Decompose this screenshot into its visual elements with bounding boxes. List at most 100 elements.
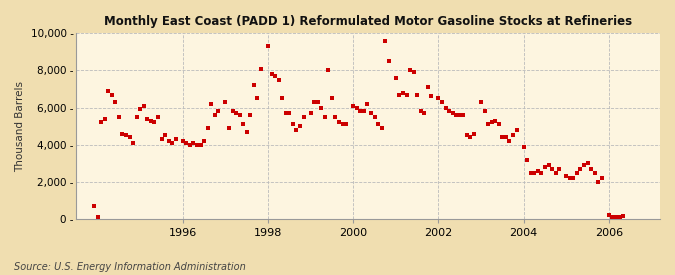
Point (497, 135, 508, 139)
Point (256, 66, 267, 71)
Point (99, 117, 110, 121)
Point (142, 117, 153, 121)
Point (468, 131, 479, 136)
Point (163, 139, 174, 143)
Point (192, 142, 202, 147)
Point (156, 137, 167, 141)
Point (596, 176, 607, 180)
Point (451, 113, 462, 117)
Point (333, 120, 344, 125)
Point (132, 115, 142, 119)
Point (149, 120, 160, 125)
Point (554, 167, 564, 171)
Point (611, 215, 622, 219)
Point (603, 213, 614, 218)
Point (529, 170, 540, 175)
Point (92, 215, 103, 219)
Point (454, 113, 465, 117)
Point (223, 126, 234, 130)
Point (88, 204, 99, 208)
Point (426, 94, 437, 99)
Point (313, 100, 323, 104)
Point (298, 115, 309, 119)
Point (448, 111, 458, 115)
Point (525, 170, 536, 175)
Point (394, 92, 405, 97)
Point (270, 74, 281, 78)
Point (572, 170, 583, 175)
Point (330, 115, 341, 119)
Point (138, 103, 149, 108)
Point (198, 139, 209, 143)
Point (294, 124, 305, 128)
Point (206, 102, 217, 106)
Point (376, 126, 387, 130)
Point (401, 92, 412, 97)
Point (266, 72, 277, 76)
Point (550, 170, 561, 175)
Point (181, 141, 192, 145)
Point (440, 105, 451, 110)
Point (614, 215, 625, 219)
Point (170, 137, 181, 141)
Point (586, 167, 597, 171)
Point (202, 126, 213, 130)
Point (462, 133, 472, 138)
Point (458, 113, 468, 117)
Point (323, 68, 334, 73)
Point (308, 100, 319, 104)
Point (362, 102, 373, 106)
Point (518, 144, 529, 149)
Point (522, 157, 533, 162)
Point (383, 59, 394, 63)
Point (358, 109, 369, 114)
Point (437, 100, 448, 104)
Point (390, 76, 401, 80)
Point (227, 109, 238, 114)
Point (366, 111, 377, 115)
Point (479, 109, 490, 114)
Point (188, 141, 199, 145)
Point (578, 163, 589, 167)
Point (124, 135, 135, 139)
Point (178, 139, 188, 143)
Point (369, 115, 380, 119)
Point (96, 120, 107, 125)
Point (338, 122, 348, 127)
Point (103, 89, 113, 93)
Point (231, 111, 242, 115)
Point (547, 167, 558, 171)
Point (404, 68, 415, 73)
Point (412, 92, 423, 97)
Point (543, 163, 554, 167)
Point (107, 92, 117, 97)
Point (373, 122, 383, 127)
Point (288, 122, 298, 127)
Point (277, 96, 288, 100)
Point (618, 214, 628, 218)
Point (213, 109, 223, 114)
Point (533, 169, 543, 173)
Point (355, 109, 366, 114)
Point (117, 131, 128, 136)
Point (242, 130, 252, 134)
Point (419, 111, 430, 115)
Point (160, 133, 171, 138)
Point (121, 133, 132, 138)
Point (184, 142, 195, 147)
Point (504, 139, 515, 143)
Point (327, 96, 338, 100)
Point (408, 70, 419, 75)
Point (511, 128, 522, 132)
Point (423, 85, 433, 89)
Point (319, 115, 330, 119)
Point (433, 96, 444, 100)
Point (273, 78, 284, 82)
Point (561, 174, 572, 178)
Point (593, 180, 603, 184)
Point (153, 115, 163, 119)
Point (146, 118, 157, 123)
Point (490, 118, 501, 123)
Point (575, 167, 586, 171)
Point (238, 122, 248, 127)
